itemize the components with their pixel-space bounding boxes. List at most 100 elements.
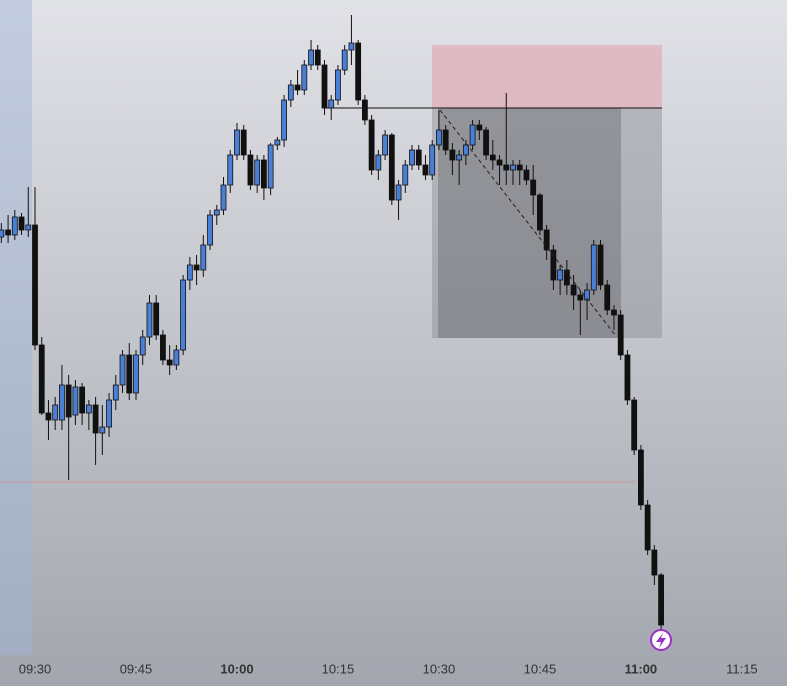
- candle-body: [32, 224, 38, 346]
- candle-body: [261, 159, 267, 189]
- time-axis: 09:30 09:45 10:00 10:15 10:30 10:45 11:00 11:15: [19, 661, 758, 676]
- candle-body: [18, 216, 25, 231]
- candle-body: [382, 134, 388, 156]
- candle-body: [462, 144, 469, 156]
- candle-body: [348, 42, 355, 51]
- candle-body: [537, 194, 543, 231]
- candle-body: [220, 184, 227, 211]
- candle-body: [442, 129, 449, 151]
- candle-body: [631, 399, 638, 451]
- candle-body: [193, 264, 200, 271]
- candle-body: [294, 84, 301, 91]
- candle-body: [314, 49, 321, 66]
- candle-body: [287, 84, 294, 101]
- candle-body: [651, 549, 658, 576]
- candle-body: [638, 449, 644, 506]
- candle-body: [429, 144, 436, 176]
- candle-body: [267, 144, 274, 189]
- candle-body: [516, 164, 523, 171]
- candle-body: [476, 124, 483, 131]
- candle-body: [52, 404, 59, 421]
- candle-body: [79, 386, 86, 414]
- candle-body: [254, 159, 261, 186]
- candle-body: [146, 302, 153, 338]
- candle-body: [321, 64, 328, 109]
- candle-body: [570, 284, 577, 296]
- candle-body: [375, 154, 382, 171]
- x-tick-label: 10:45: [524, 661, 557, 676]
- candle-body: [328, 99, 335, 109]
- candle-body: [409, 149, 415, 166]
- candle-body: [281, 99, 288, 141]
- candle-body: [543, 229, 550, 251]
- candle-body: [308, 49, 314, 66]
- candle-body: [617, 314, 624, 356]
- candle-body: [11, 216, 18, 236]
- candle-body: [301, 64, 308, 91]
- candle-body: [227, 154, 234, 186]
- candle-body: [483, 129, 489, 156]
- x-tick-label: 09:45: [120, 661, 153, 676]
- candle-body: [234, 129, 240, 156]
- candle-body: [510, 164, 516, 171]
- candle-body: [597, 244, 604, 286]
- candle-body: [153, 302, 160, 336]
- candle-body: [355, 42, 362, 101]
- x-tick-label: 10:15: [322, 661, 355, 676]
- candle-body: [395, 184, 402, 201]
- candle-body: [139, 336, 146, 356]
- candle-body: [274, 139, 281, 146]
- candle-body: [72, 386, 79, 416]
- candle-body: [200, 244, 207, 271]
- candle-body: [173, 349, 180, 366]
- candle-body: [523, 169, 530, 181]
- candle-body: [5, 229, 11, 236]
- candle-body: [247, 154, 254, 186]
- candle-body: [38, 344, 45, 414]
- candle-body: [624, 354, 631, 401]
- candle-body: [530, 179, 537, 196]
- candle-body: [59, 384, 65, 421]
- candle-body: [186, 264, 193, 281]
- candle-body: [65, 384, 72, 418]
- candle-body: [180, 279, 187, 351]
- candle-body: [341, 49, 348, 71]
- trend-line: [439, 109, 617, 337]
- candle-body: [160, 334, 166, 361]
- candle-body: [644, 504, 651, 551]
- candle-body: [436, 129, 442, 146]
- candle-body: [85, 404, 92, 414]
- candle-body: [456, 154, 463, 161]
- candle-body: [489, 154, 496, 161]
- candle-body: [368, 119, 375, 171]
- candle-body: [563, 269, 570, 286]
- candle-body: [335, 69, 341, 101]
- candle-body: [604, 284, 611, 311]
- stop-zone: [432, 45, 662, 108]
- candle-body: [240, 129, 247, 156]
- candle-body: [166, 359, 173, 366]
- candle-body: [658, 574, 665, 626]
- target-zone: [432, 108, 662, 338]
- candle-body: [577, 294, 584, 301]
- candle-body: [422, 164, 429, 176]
- x-tick-label: 09:30: [19, 661, 52, 676]
- session-band: [0, 0, 32, 655]
- candle-body: [557, 269, 564, 281]
- candle-body: [207, 214, 213, 246]
- candle-body: [126, 354, 133, 394]
- x-tick-label: 11:00: [625, 661, 658, 676]
- x-tick-label: 11:15: [726, 661, 758, 676]
- candle-body: [0, 229, 5, 238]
- candle-body: [388, 134, 395, 201]
- candle-body: [25, 224, 32, 231]
- candle-body: [99, 426, 106, 434]
- candle-body: [590, 244, 597, 291]
- candle-body: [415, 149, 422, 166]
- candle-body: [496, 159, 503, 166]
- candle-body: [402, 164, 409, 186]
- alert-icon[interactable]: [650, 629, 672, 651]
